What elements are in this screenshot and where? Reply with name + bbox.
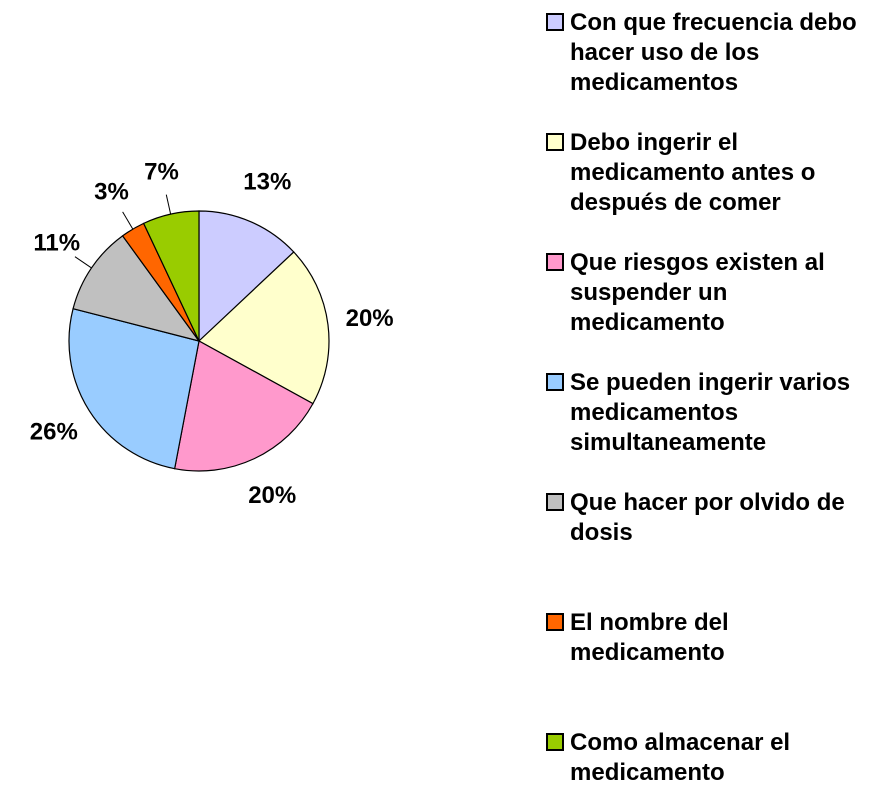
pie-slice xyxy=(72,234,201,342)
legend-swatch xyxy=(546,373,564,391)
legend-swatch xyxy=(546,13,564,31)
pie-slice xyxy=(197,251,330,405)
legend-item: Con que frecuencia debo hacer uso de los… xyxy=(546,8,892,98)
data-label: 13% xyxy=(243,168,291,195)
legend-label: Debo ingerir el medicamento antes o desp… xyxy=(570,129,816,216)
data-label: 7% xyxy=(144,158,179,185)
legend-item: Se pueden ingerir varios medicamentos si… xyxy=(546,368,892,458)
legend-label: Como almacenar el medicamento xyxy=(570,729,791,786)
legend-item: Como almacenar el medicamento xyxy=(546,728,892,788)
data-label: 11% xyxy=(33,230,80,257)
leader-line xyxy=(122,211,134,230)
legend-label: El nombre del medicamento xyxy=(570,609,729,666)
pie-area: 13% 20% 20% 26% 11% 3% 7% xyxy=(30,158,394,509)
data-label: 20% xyxy=(346,305,394,332)
legend-swatch xyxy=(546,613,564,631)
legend-swatch xyxy=(546,133,564,151)
legend-label: Se pueden ingerir varios medicamentos si… xyxy=(570,369,851,456)
legend-label: Que hacer por olvido de dosis xyxy=(570,489,845,546)
legend-item: Debo ingerir el medicamento antes o desp… xyxy=(546,128,892,218)
legend-swatch xyxy=(546,733,564,751)
legend-item: Que hacer por olvido de dosis xyxy=(546,488,892,548)
pie-slice xyxy=(173,340,314,472)
pie-slice xyxy=(142,210,200,342)
legend-label: Con que frecuencia debo hacer uso de los… xyxy=(570,9,857,96)
leader-line xyxy=(165,194,172,215)
data-label: 20% xyxy=(248,482,296,509)
legend-item: El nombre del medicamento xyxy=(546,608,892,668)
pie-slice xyxy=(68,307,200,470)
data-label: 3% xyxy=(94,178,129,205)
data-label: 26% xyxy=(30,419,78,446)
legend-swatch xyxy=(546,493,564,511)
leader-line xyxy=(74,256,92,269)
legend-swatch xyxy=(546,253,564,271)
pie-slice xyxy=(198,210,295,343)
legend-label: Que riesgos existen al suspender un medi… xyxy=(570,249,825,336)
legend-item: Que riesgos existen al suspender un medi… xyxy=(546,248,892,338)
